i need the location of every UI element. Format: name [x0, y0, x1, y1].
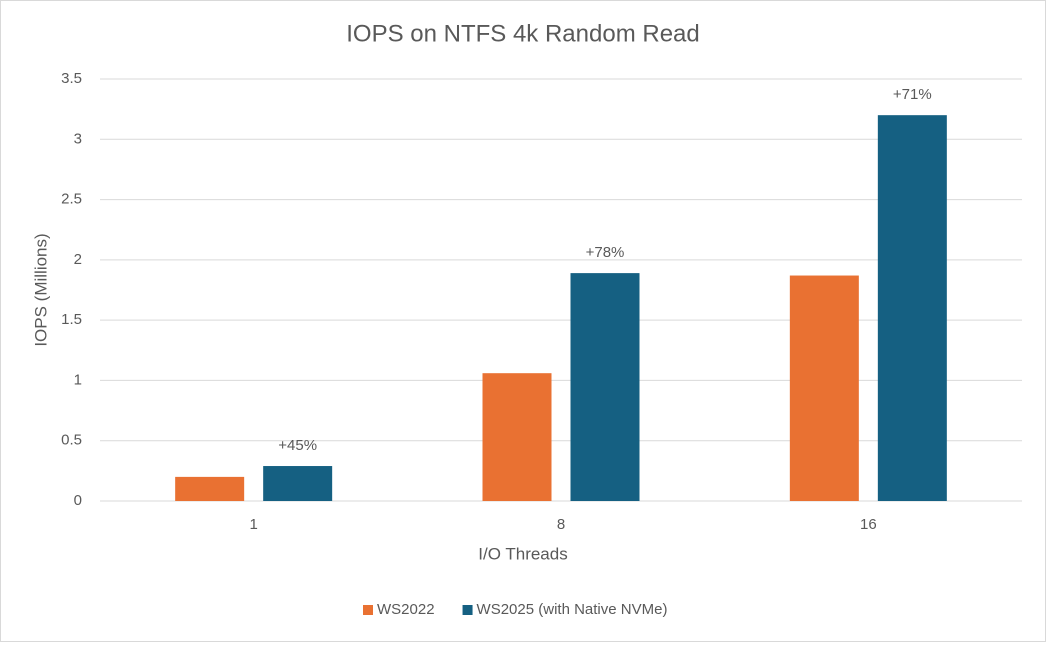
y-tick-label: 2 [74, 251, 82, 268]
bar [175, 476, 245, 501]
legend-label: WS2022 [377, 601, 435, 618]
y-tick-label: 2.5 [61, 191, 82, 208]
chart-title: IOPS on NTFS 4k Random Read [346, 20, 699, 47]
y-tick-label: 3.5 [61, 70, 82, 87]
y-tick-label: 0.5 [61, 432, 82, 449]
annotation: +71% [893, 86, 932, 103]
y-tick-label: 3 [74, 130, 82, 147]
y-tick-label: 1.5 [61, 311, 82, 328]
bar [482, 373, 552, 501]
x-axis-title: I/O Threads [478, 544, 567, 563]
bar [789, 275, 859, 501]
legend-swatch [462, 605, 473, 615]
x-tick-label: 16 [860, 516, 877, 533]
annotation: +78% [586, 244, 625, 261]
annotation: +45% [278, 437, 317, 454]
x-tick-label: 1 [249, 516, 257, 533]
legend-swatch [363, 605, 373, 615]
y-tick-label: 1 [74, 371, 82, 388]
bar [877, 115, 947, 502]
x-tick-label: 8 [557, 516, 565, 533]
legend-label: WS2025 (with Native NVMe) [477, 601, 668, 618]
bar [263, 466, 333, 501]
y-axis-title: IOPS (Millions) [31, 233, 50, 346]
y-tick-label: 0 [74, 492, 82, 509]
bar [570, 273, 640, 501]
